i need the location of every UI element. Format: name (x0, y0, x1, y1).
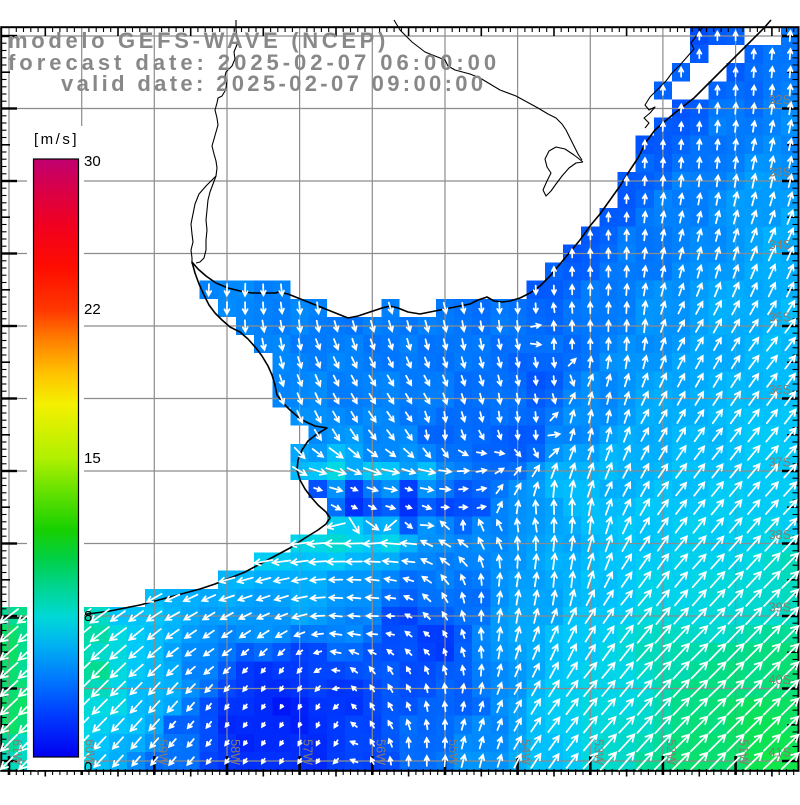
svg-text:8: 8 (84, 608, 92, 625)
svg-text:57W: 57W (301, 739, 315, 765)
svg-text:22: 22 (84, 301, 101, 318)
svg-text:30: 30 (84, 153, 101, 170)
svg-text:39S: 39S (769, 601, 791, 615)
svg-text:36S: 36S (769, 383, 791, 397)
svg-text:forecast date: 2025-02-07 06:0: forecast date: 2025-02-07 06:00:00 (8, 50, 500, 75)
svg-text:60W: 60W (83, 739, 97, 765)
svg-text:35S: 35S (769, 311, 791, 325)
svg-text:41S: 41S (769, 746, 791, 760)
svg-text:53W: 53W (591, 739, 605, 765)
svg-text:32S: 32S (769, 93, 791, 107)
svg-text:54W: 54W (519, 739, 533, 765)
svg-text:[m/s]: [m/s] (34, 131, 79, 148)
svg-text:valid date: 2025-02-07 09:00:0: valid date: 2025-02-07 09:00:00 (61, 71, 486, 96)
svg-text:37S: 37S (769, 456, 791, 470)
svg-text:56W: 56W (373, 739, 387, 765)
svg-text:55W: 55W (446, 739, 460, 765)
svg-text:58W: 58W (228, 739, 242, 765)
svg-text:15: 15 (84, 450, 101, 467)
svg-text:38S: 38S (769, 528, 791, 542)
svg-text:40S: 40S (769, 673, 791, 687)
svg-text:0: 0 (84, 759, 92, 776)
svg-text:51W: 51W (737, 739, 751, 765)
svg-text:61W: 61W (10, 739, 24, 765)
svg-text:34S: 34S (769, 238, 791, 252)
svg-text:52W: 52W (664, 739, 678, 765)
svg-text:59W: 59W (155, 739, 169, 765)
svg-text:modelo GEFS-WAVE (NCEP): modelo GEFS-WAVE (NCEP) (8, 28, 389, 53)
svg-text:33S: 33S (769, 166, 791, 180)
